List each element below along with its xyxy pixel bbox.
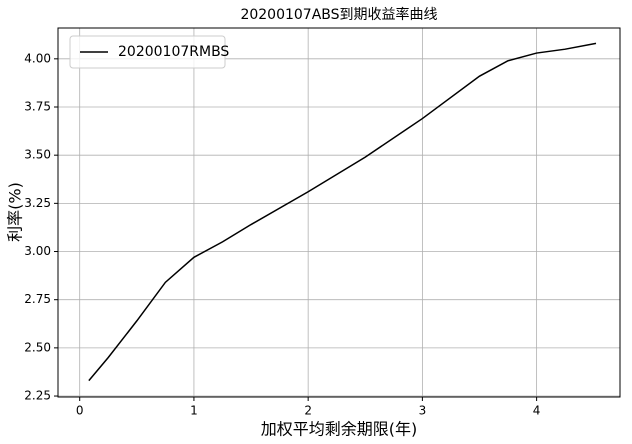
y-tick-label: 3.00 [24, 244, 51, 258]
y-axis-label: 利率(%) [6, 182, 25, 242]
legend-label: 20200107RMBS [118, 44, 229, 60]
x-tick-label: 3 [419, 404, 427, 418]
x-tick-label: 2 [304, 404, 312, 418]
y-tick-label: 3.25 [24, 196, 51, 210]
y-tick-label: 3.50 [24, 148, 51, 162]
x-tick-label: 1 [190, 404, 198, 418]
y-tick-label: 2.75 [24, 292, 51, 306]
chart-title: 20200107ABS到期收益率曲线 [240, 6, 437, 23]
legend-box [69, 35, 226, 69]
y-tick-label: 4.00 [24, 51, 51, 65]
plot-frame [57, 27, 621, 398]
y-tick-label: 2.25 [24, 389, 51, 403]
x-tick-label: 4 [533, 404, 541, 418]
y-tick-label: 3.75 [24, 100, 51, 114]
y-tick-label: 2.50 [24, 340, 51, 354]
x-tick-label: 0 [76, 404, 84, 418]
data-line [88, 42, 597, 382]
x-axis-label: 加权平均剩余期限(年) [261, 420, 418, 439]
